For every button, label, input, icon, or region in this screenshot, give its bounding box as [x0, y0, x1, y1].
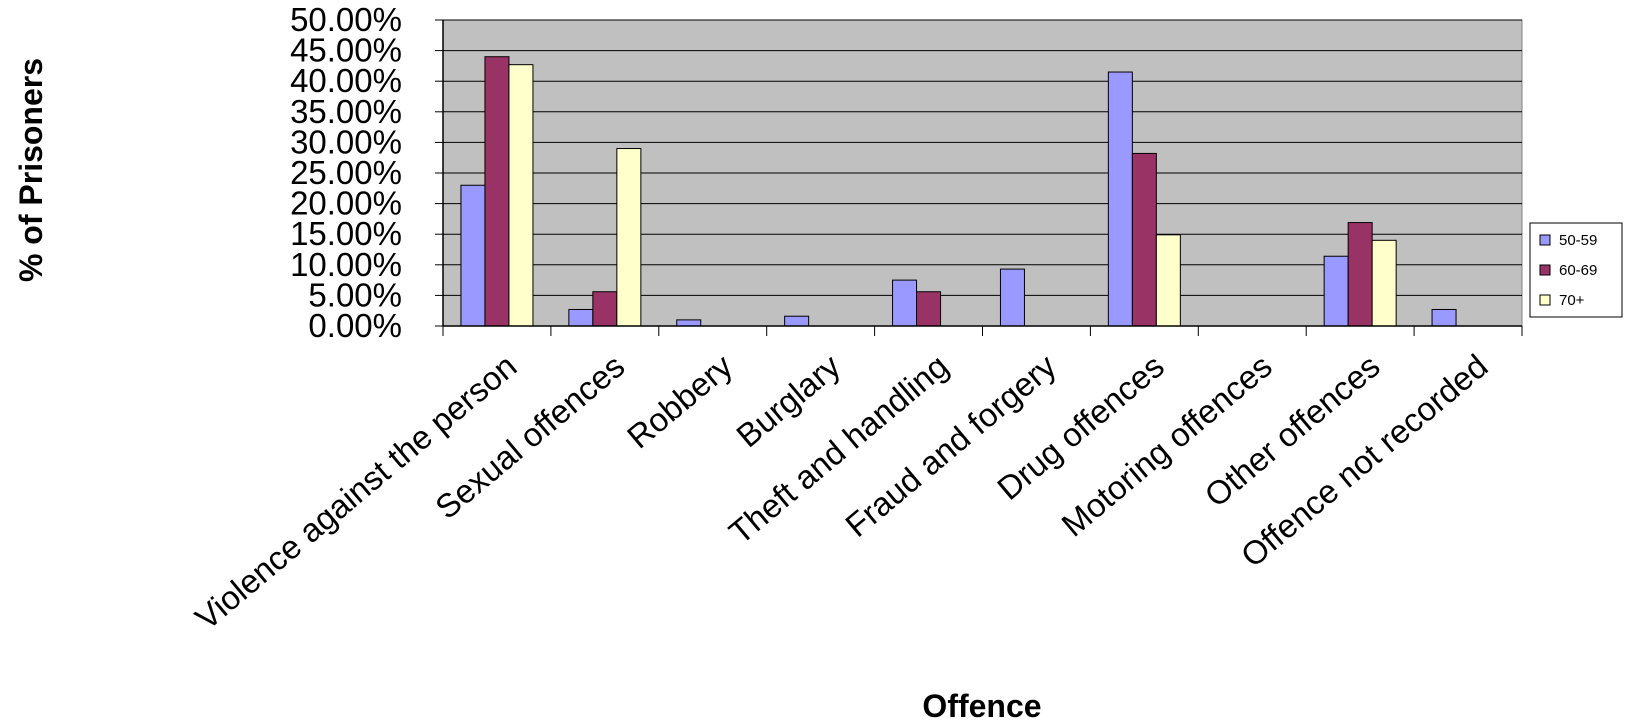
legend: 50-59 60-69 70+ [1529, 222, 1623, 318]
x-tick-label: Sexual offences [428, 347, 631, 526]
legend-label: 60-69 [1559, 262, 1597, 279]
bar-50-59-8 [1323, 255, 1349, 327]
x-tick-label: Robbery [620, 347, 740, 456]
bar-70+-1 [616, 148, 642, 327]
bar-50-59-6 [1107, 71, 1133, 327]
bar-70+-8 [1371, 239, 1397, 327]
axes [435, 19, 1523, 336]
y-axis-title: % of Prisoners [13, 58, 49, 282]
y-tick-label: 40.00% [290, 62, 402, 99]
y-tick-label: 0.00% [308, 307, 402, 344]
bar-70+-6 [1155, 234, 1181, 327]
legend-swatch [1539, 234, 1551, 246]
y-tick-label: 15.00% [290, 215, 402, 252]
bar-60-69-4 [916, 291, 942, 327]
y-tick-label: 30.00% [290, 123, 402, 160]
bar-50-59-1 [568, 308, 594, 327]
y-tick-label: 25.00% [290, 154, 402, 191]
y-tick-label: 5.00% [308, 276, 402, 313]
legend-swatch [1539, 264, 1551, 276]
bar-50-59-9 [1431, 308, 1457, 327]
bar-50-59-4 [892, 279, 918, 327]
y-tick-label: 50.00% [290, 1, 402, 38]
bar-60-69-6 [1131, 152, 1157, 327]
y-tick-label: 10.00% [290, 246, 402, 283]
bar-70+-0 [508, 64, 534, 327]
y-tick-label: 35.00% [290, 93, 402, 130]
y-tick-label: 20.00% [290, 185, 402, 222]
y-tick-labels: 0.00%5.00%10.00%15.00%20.00%25.00%30.00%… [290, 1, 402, 344]
bar-60-69-0 [484, 56, 510, 327]
bar-50-59-3 [784, 315, 810, 327]
legend-swatch [1539, 294, 1551, 306]
bar-60-69-8 [1347, 222, 1373, 327]
y-tick-label: 45.00% [290, 32, 402, 69]
x-axis-title: Offence [922, 688, 1041, 724]
bar-50-59-0 [460, 184, 486, 327]
bar-50-59-5 [999, 268, 1025, 327]
legend-label: 70+ [1559, 292, 1585, 309]
legend-label: 50-59 [1559, 232, 1597, 249]
bar-50-59-2 [676, 319, 702, 327]
bar-60-69-1 [592, 291, 618, 327]
